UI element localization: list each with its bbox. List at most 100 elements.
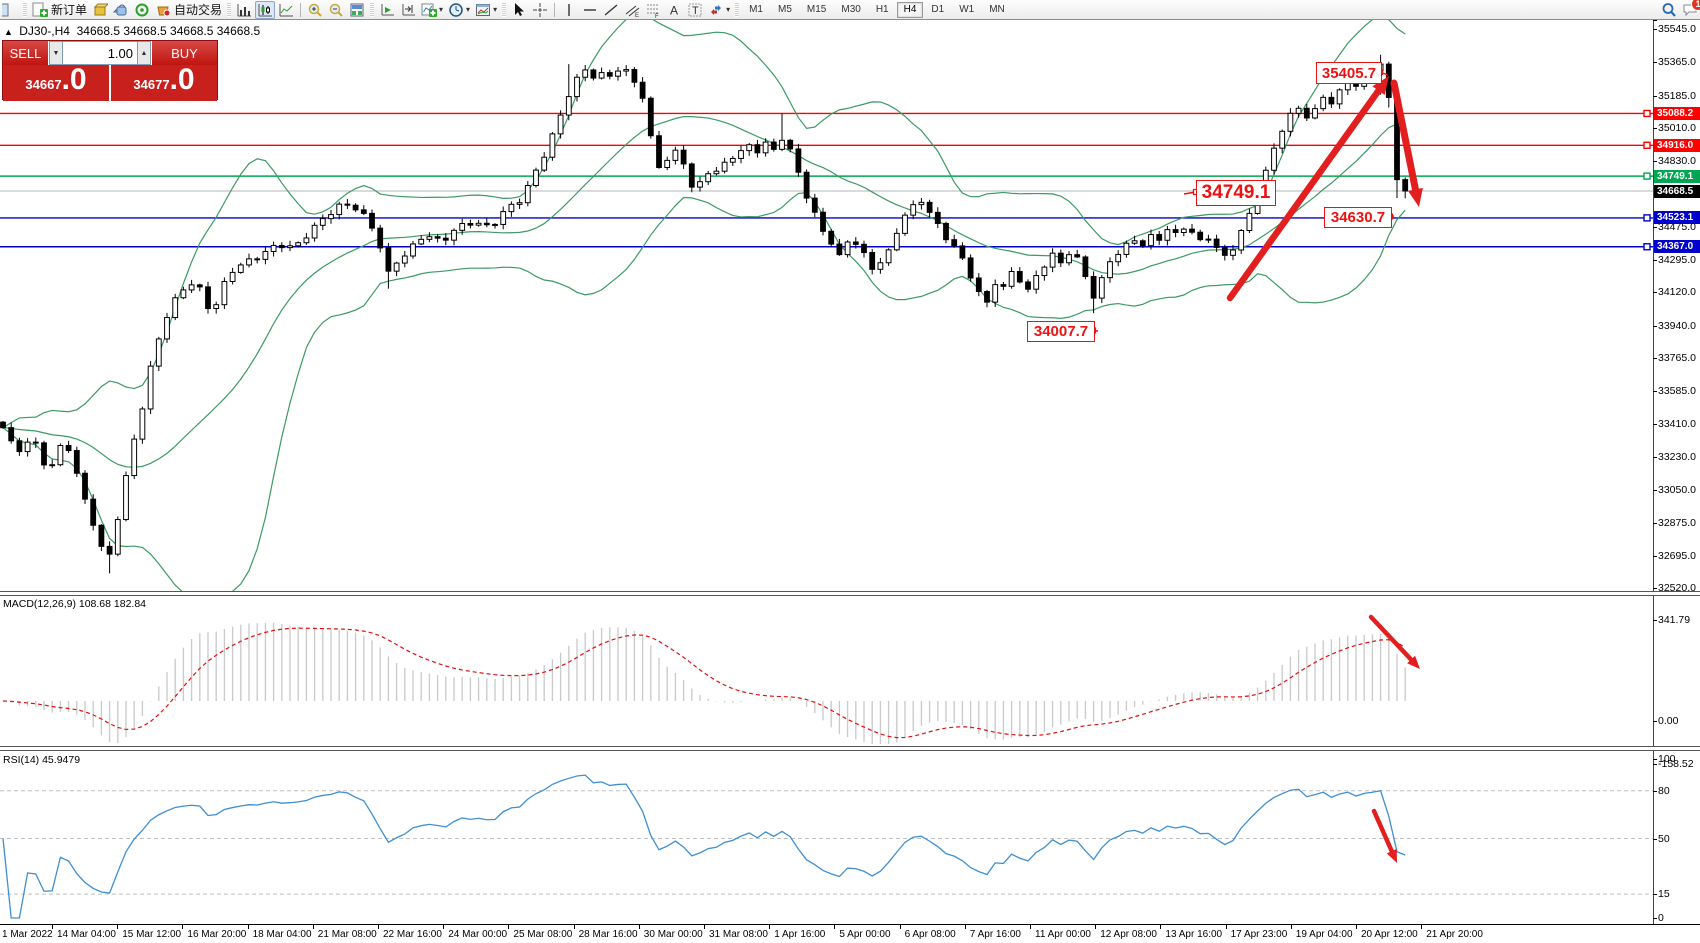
one-click-trading-panel: SELL ▼ ▲ BUY 34667 .0 34677 .0 xyxy=(2,40,218,101)
time-label: 11 Apr 00:00 xyxy=(1035,929,1091,940)
time-label: 21 Apr 20:00 xyxy=(1426,929,1483,940)
chart-window[interactable]: ▲ DJ30-,H4 34668.5 34668.5 34668.5 34668… xyxy=(0,20,1700,943)
level-price-badge: 35088.2 xyxy=(1654,106,1700,120)
timeframe-m1[interactable]: M1 xyxy=(749,4,763,15)
zoom-out-icon[interactable] xyxy=(326,1,346,19)
time-label: 30 Mar 00:00 xyxy=(643,929,703,940)
price-annotation[interactable]: 34007.7 xyxy=(1027,321,1095,342)
timeframe-h4[interactable]: H4 xyxy=(896,1,924,18)
trendline-icon[interactable] xyxy=(601,1,621,19)
price-tick: 35545.0 xyxy=(1658,23,1696,35)
volume-increase-button[interactable]: ▲ xyxy=(137,41,151,65)
dropdown-caret-icon[interactable]: ▾ xyxy=(493,5,498,14)
search-icon[interactable] xyxy=(1659,1,1679,19)
volume-decrease-button[interactable]: ▼ xyxy=(49,41,63,65)
sell-price[interactable]: 34667 .0 xyxy=(3,65,111,101)
macd-pane-separator[interactable] xyxy=(0,591,1700,596)
svg-text:E: E xyxy=(635,13,639,18)
timeframe-mn[interactable]: MN xyxy=(989,4,1005,15)
toolbar-grip xyxy=(735,2,740,17)
arrows-icon[interactable]: ▾ xyxy=(706,1,732,19)
time-label: 12 Apr 08:00 xyxy=(1100,929,1157,940)
autoscroll-icon[interactable] xyxy=(377,1,397,19)
toolbar-grip xyxy=(23,2,27,17)
time-label: 1 Apr 16:00 xyxy=(774,929,826,940)
buy-button[interactable]: BUY xyxy=(151,41,217,65)
timeframe-m30[interactable]: M30 xyxy=(841,4,861,15)
new-chart-icon[interactable]: ▾ xyxy=(419,1,445,19)
toolbar-grip xyxy=(227,2,232,17)
rsi-label: RSI(14) 45.9479 xyxy=(3,754,81,766)
text-icon[interactable]: A xyxy=(664,1,684,19)
rsi-canvas[interactable] xyxy=(0,750,1653,922)
svg-text:A: A xyxy=(670,3,678,17)
price-annotation[interactable]: 34630.7 xyxy=(1324,207,1392,228)
label-icon[interactable]: T xyxy=(685,1,705,19)
time-axis[interactable]: 1 Mar 2022 14 Mar 04:00 15 Mar 12:00 16 Mar… xyxy=(0,924,1700,943)
price-annotation[interactable]: 35405.7 xyxy=(1316,62,1382,84)
ohlc-values: 34668.5 34668.5 34668.5 34668.5 xyxy=(76,24,261,38)
timeframe-m5[interactable]: M5 xyxy=(778,4,792,15)
tile-windows-icon[interactable] xyxy=(347,1,367,19)
new-order-button[interactable]: 新订单 xyxy=(30,1,89,19)
rsi-pane-separator[interactable] xyxy=(0,746,1700,751)
time-label: 6 Apr 08:00 xyxy=(904,929,956,940)
price-tick: 34830.0 xyxy=(1658,155,1696,168)
sell-button[interactable]: SELL xyxy=(3,41,49,65)
zoom-in-icon[interactable] xyxy=(305,1,325,19)
toolbar-grip xyxy=(370,2,375,17)
macd-canvas[interactable] xyxy=(0,594,1653,746)
time-label: 19 Apr 04:00 xyxy=(1295,929,1353,940)
volume-input[interactable] xyxy=(63,41,137,65)
cursor-icon[interactable] xyxy=(509,1,529,19)
bar-chart-icon[interactable] xyxy=(234,1,254,19)
dropdown-caret-icon[interactable]: ▾ xyxy=(466,5,471,14)
time-label: 21 Mar 08:00 xyxy=(317,929,377,940)
green-signal-icon[interactable] xyxy=(132,1,152,19)
buy-price[interactable]: 34677 .0 xyxy=(111,65,217,101)
blue-can-icon[interactable] xyxy=(111,1,131,19)
price-tick: 33050.0 xyxy=(1658,484,1696,497)
yellow-box-icon[interactable] xyxy=(90,1,110,19)
price-tick: 35185.0 xyxy=(1658,89,1696,102)
timeframe-w1[interactable]: W1 xyxy=(959,4,975,15)
time-label: 25 Mar 08:00 xyxy=(513,929,573,940)
templates-icon[interactable]: ▾ xyxy=(473,1,499,19)
price-tick: 32875.0 xyxy=(1658,516,1696,529)
price-annotation[interactable]: 34749.1 xyxy=(1196,180,1276,206)
svg-text:T: T xyxy=(692,5,699,17)
dropdown-caret-icon[interactable]: ▾ xyxy=(439,5,444,14)
timeframe-d1[interactable]: D1 xyxy=(931,4,945,15)
level-price-badge: 34916.0 xyxy=(1654,138,1700,152)
periods-icon[interactable]: ▾ xyxy=(446,1,472,19)
chart-shift-icon[interactable] xyxy=(398,1,418,19)
autotrade-button[interactable]: 自动交易 xyxy=(153,1,224,19)
rsi-tick: 0 xyxy=(1658,912,1664,924)
price-axis-border xyxy=(1653,20,1654,924)
symbol-period: DJ30-,H4 xyxy=(19,24,70,38)
line-chart-icon[interactable] xyxy=(276,1,296,19)
vertical-line-icon[interactable] xyxy=(559,1,579,19)
timeframe-m15[interactable]: M15 xyxy=(806,4,827,15)
level-price-badge: 34523.1 xyxy=(1654,211,1700,225)
fibonacci-icon[interactable]: F xyxy=(643,1,663,19)
time-label: 1 Mar 2022 xyxy=(2,929,53,940)
channel-icon[interactable]: E xyxy=(622,1,642,19)
notification-badge: 1 xyxy=(1691,0,1700,11)
candlestick-chart-icon[interactable] xyxy=(255,0,276,19)
toolbar-grip xyxy=(502,2,507,17)
chat-icon[interactable]: 1 xyxy=(1680,0,1700,19)
price-tick: 34120.0 xyxy=(1658,286,1696,299)
time-label: 22 Mar 16:00 xyxy=(383,929,442,940)
crosshair-icon[interactable] xyxy=(530,1,550,19)
timeframe-h1[interactable]: H1 xyxy=(875,4,889,15)
time-label: 31 Mar 08:00 xyxy=(709,929,768,940)
horizontal-line-icon[interactable] xyxy=(580,1,600,19)
price-tick: 33585.0 xyxy=(1658,385,1696,398)
rsi-tick: 100 xyxy=(1658,753,1676,765)
time-label: 5 Apr 00:00 xyxy=(839,929,891,940)
dropdown-caret-icon[interactable]: ▾ xyxy=(726,5,731,14)
macd-tick: 0.00 xyxy=(1658,715,1679,727)
clipped-chart-icon[interactable] xyxy=(0,1,20,19)
main-chart-canvas[interactable] xyxy=(0,20,1653,594)
